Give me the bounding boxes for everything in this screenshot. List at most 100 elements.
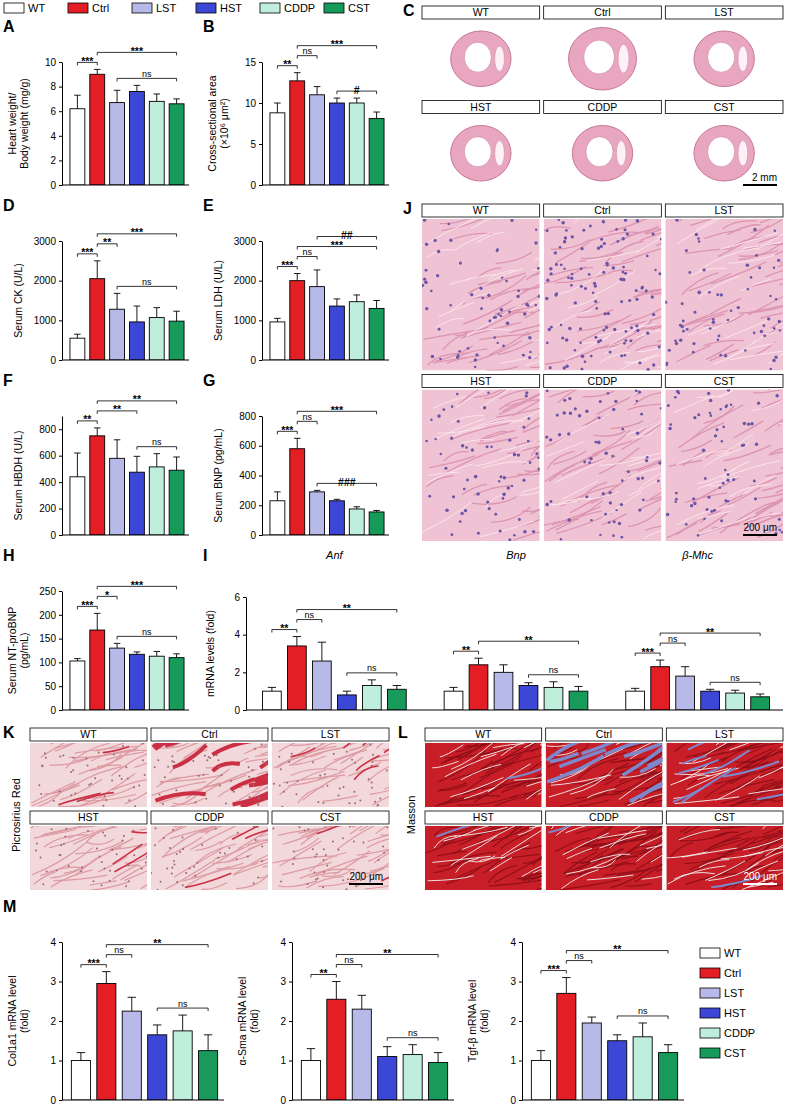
texture-gap (493, 744, 524, 748)
texture-fiber (558, 390, 608, 403)
texture-nucleus (508, 538, 511, 541)
texture-nucleus (523, 312, 527, 316)
texture-nucleus (604, 513, 607, 516)
texture-collagen (547, 743, 598, 760)
texture-nucleus (538, 468, 540, 471)
tile-background (665, 390, 783, 542)
image-label-box (425, 811, 542, 824)
texture-nucleus (665, 301, 667, 305)
bar (110, 309, 125, 360)
y-tick-label: 0 (250, 530, 256, 541)
texture-fiber (350, 826, 384, 834)
y-tick-label: 0 (50, 705, 56, 716)
bar (290, 281, 305, 360)
texture-nucleus (317, 801, 319, 803)
texture-fiber (679, 219, 711, 222)
image-label: WT (475, 728, 492, 740)
image-tile (422, 219, 540, 371)
texture-fiber (98, 857, 127, 872)
texture-fiber (196, 844, 236, 864)
tile-background (422, 116, 540, 192)
texture-nucleus (382, 845, 384, 847)
texture-collagen (58, 793, 100, 804)
texture-nucleus (528, 356, 531, 359)
y-tick: 4 (50, 131, 62, 142)
image-label: HST (470, 375, 492, 387)
error-bar (114, 90, 121, 102)
texture-nucleus (494, 513, 497, 516)
texture-gap (780, 743, 783, 748)
error-bar (368, 680, 376, 686)
texture-fiber (610, 233, 638, 245)
bar (129, 472, 144, 535)
legend-swatch (196, 3, 216, 13)
texture-nucleus (70, 794, 72, 796)
texture-nucleus (642, 498, 645, 501)
texture-nucleus (257, 877, 259, 879)
y-tick: 400 (39, 477, 62, 488)
texture-fiber (513, 390, 540, 416)
texture-nucleus (550, 326, 553, 329)
texture-fiber (238, 826, 268, 848)
texture-nucleus (105, 799, 107, 801)
error-bar (114, 643, 121, 648)
texture-gap (757, 230, 783, 250)
heart-ventricle (708, 42, 735, 72)
texture-fiber (442, 219, 498, 231)
texture-nucleus (121, 840, 123, 842)
texture-fiber (437, 785, 467, 791)
texture-nucleus (618, 522, 621, 525)
texture-nucleus (201, 844, 203, 846)
texture-fiber (766, 469, 783, 476)
texture-gap (576, 338, 608, 344)
label-line: mRNA levels (fold) (204, 610, 216, 697)
texture-nucleus (444, 467, 447, 470)
texture-nucleus (624, 272, 627, 275)
image-label: CST (320, 811, 342, 823)
heart-ventricle (618, 44, 629, 73)
texture-collagen (212, 743, 263, 755)
texture-fiber (545, 416, 599, 447)
significance-label: ns (730, 673, 740, 683)
texture-nucleus (675, 498, 678, 501)
texture-nucleus (171, 760, 173, 762)
texture-nucleus (714, 434, 717, 437)
texture-fiber (540, 475, 541, 489)
texture-nucleus (569, 412, 572, 415)
texture-nucleus (594, 441, 597, 444)
texture-fiber (678, 423, 724, 448)
texture-gap (697, 468, 737, 484)
texture-nucleus (560, 324, 562, 326)
texture-fiber (735, 751, 781, 763)
texture-nucleus (527, 305, 530, 308)
texture-nucleus (477, 532, 480, 535)
texture-nucleus (72, 757, 74, 759)
texture-nucleus (523, 530, 527, 534)
error-bar (94, 613, 101, 630)
texture-nucleus (87, 830, 89, 832)
texture-nucleus (624, 354, 627, 357)
significance-label: # (354, 84, 360, 96)
image-label-box (272, 811, 389, 824)
texture-gap (781, 769, 783, 796)
texture-nucleus (292, 863, 294, 865)
error-bar (153, 94, 160, 101)
bar (329, 103, 344, 185)
y-tick-mark (59, 360, 62, 361)
texture-fiber (283, 832, 317, 844)
texture-gap (741, 279, 771, 291)
texture-nucleus (773, 267, 775, 269)
image-label-box (422, 204, 540, 217)
texture-nucleus (603, 242, 606, 245)
texture-fiber (141, 865, 147, 889)
texture-fiber (44, 835, 88, 847)
bar (310, 95, 325, 185)
texture-nucleus (549, 500, 552, 503)
image-tile (665, 116, 783, 192)
error-bar (293, 637, 301, 646)
image-label: CDDP (588, 101, 618, 113)
texture-fiber (608, 270, 634, 274)
plot-area (70, 613, 184, 710)
texture-nucleus (85, 757, 87, 759)
texture-nucleus (497, 313, 499, 315)
